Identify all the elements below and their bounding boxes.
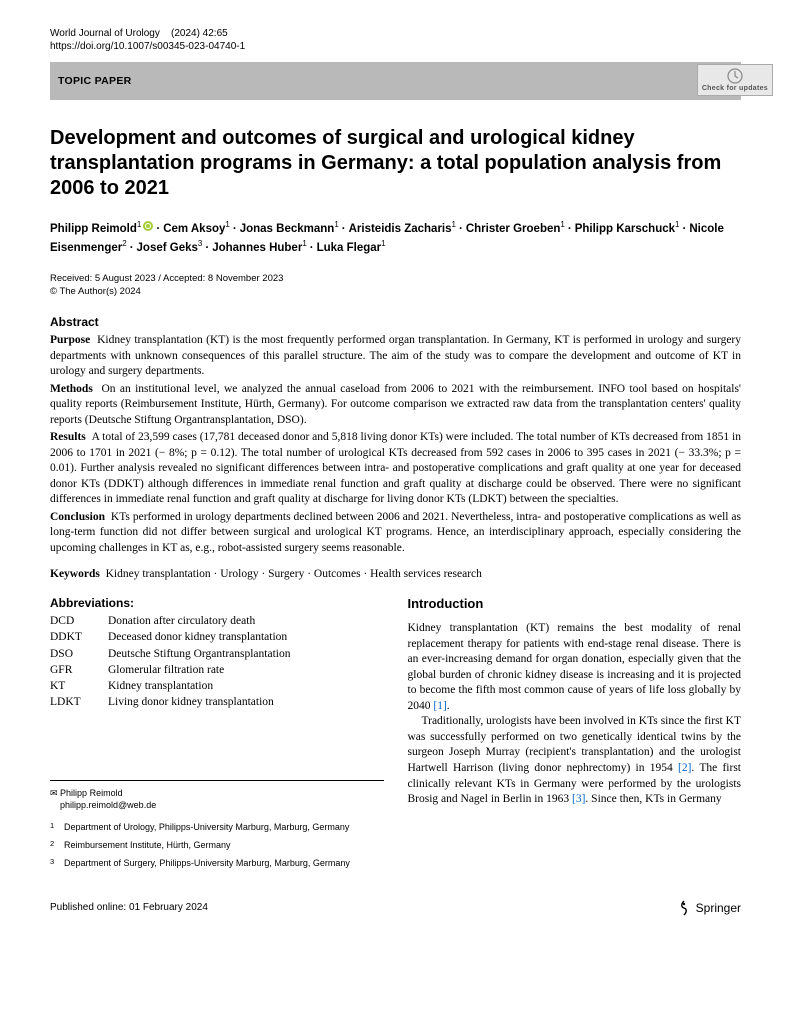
abbreviation-row: DSODeutsche Stiftung Organtransplantatio… [50,646,384,662]
affiliation: 3Department of Surgery, Philipps-Univers… [50,857,384,869]
corresponding-author: ✉ Philipp Reimold philipp.reimold@web.de [50,787,384,811]
introduction-heading: Introduction [408,596,742,611]
publisher-logo: Springer [676,900,741,916]
abstract-conclusion: Conclusion KTs performed in urology depa… [50,510,741,557]
introduction-body: Kidney transplantation (KT) remains the … [408,621,742,807]
copyright: © The Author(s) 2024 [50,286,741,297]
abstract-purpose: Purpose Kidney transplantation (KT) is t… [50,333,741,380]
abbreviations-heading: Abbreviations: [50,596,384,610]
issue: (2024) 42:65 [171,28,228,39]
abstract-results: Results A total of 23,599 cases (17,781 … [50,430,741,508]
citation-link[interactable]: [1] [433,700,446,712]
affiliation: 1Department of Urology, Philipps-Univers… [50,821,384,833]
abbreviations-table: DCDDonation after circulatory deathDDKTD… [50,613,384,710]
topic-label: TOPIC PAPER [58,75,132,87]
abbreviation-row: DDKTDeceased donor kidney transplantatio… [50,629,384,645]
abbreviation-row: GFRGlomerular filtration rate [50,662,384,678]
keywords: Keywords Kidney transplantation · Urolog… [50,568,741,580]
abbreviation-row: DCDDonation after circulatory death [50,613,384,629]
abstract-heading: Abstract [50,315,741,329]
abbreviation-row: LDKTLiving donor kidney transplantation [50,694,384,710]
article-dates: Received: 5 August 2023 / Accepted: 8 No… [50,273,741,284]
citation-link[interactable]: [2] [678,762,691,774]
journal-name: World Journal of Urology [50,28,160,39]
author-list: Philipp Reimold1·Cem Aksoy1·Jonas Beckma… [50,219,741,257]
article-title: Development and outcomes of surgical and… [50,126,741,201]
published-date: Published online: 01 February 2024 [50,902,208,913]
check-updates-badge[interactable]: Check for updates [697,64,773,96]
citation-link[interactable]: [3] [572,793,585,805]
orcid-icon[interactable] [143,221,153,231]
abstract-methods: Methods On an institutional level, we an… [50,382,741,429]
doi[interactable]: https://doi.org/10.1007/s00345-023-04740… [50,41,741,52]
corresponding-email[interactable]: philipp.reimold@web.de [60,800,156,810]
abbreviation-row: KTKidney transplantation [50,678,384,694]
affiliation: 2Reimbursement Institute, Hürth, Germany [50,839,384,851]
